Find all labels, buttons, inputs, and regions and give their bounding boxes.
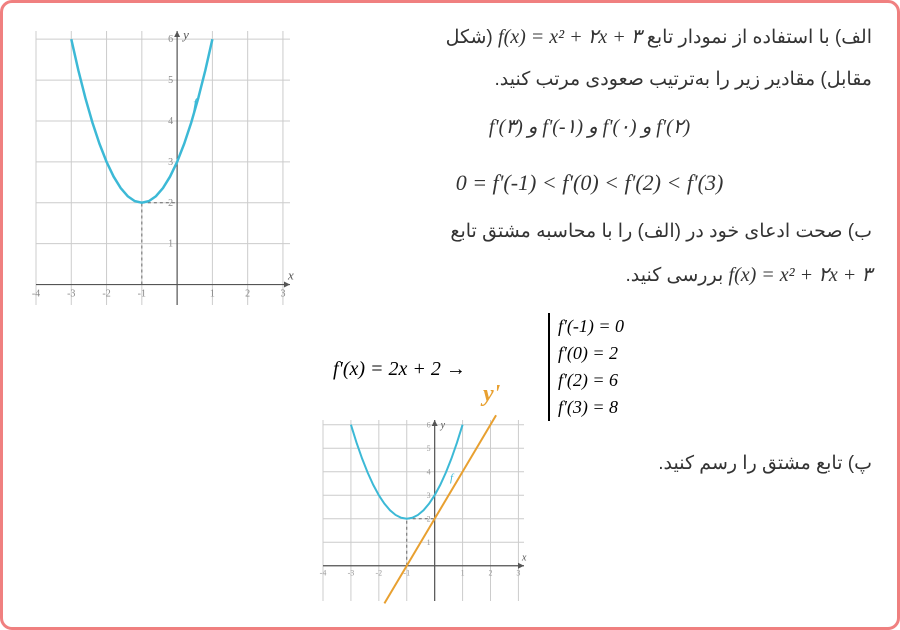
svg-text:1: 1: [168, 239, 173, 250]
svg-text:5: 5: [427, 444, 431, 453]
y-prime-label: y': [483, 381, 500, 408]
deriv-val-0: f'(-1) = 0: [558, 313, 624, 340]
svg-text:-3: -3: [348, 569, 355, 578]
part-a-line2: مقابل) مقادیر زیر را به‌ترتیب صعودی مرتب…: [307, 59, 872, 101]
deriv-formula: f'(x) = 2x + 2 →: [333, 358, 466, 381]
svg-text:2: 2: [489, 569, 493, 578]
part-a-line1: الف) با استفاده از نمودار تابع: [642, 27, 873, 48]
svg-text:4: 4: [168, 116, 173, 127]
part-a-line1-end: (شکل: [446, 27, 493, 48]
chart-small: -4-3-2-1123123456xyf: [311, 408, 536, 613]
points-list: f'(۳) و f'(-۱) و f'(۰) و f'(۲): [307, 105, 872, 149]
svg-text:6: 6: [427, 421, 431, 430]
svg-text:3: 3: [427, 491, 431, 500]
svg-text:y: y: [181, 27, 189, 42]
svg-text:f: f: [450, 472, 455, 484]
svg-text:1: 1: [210, 289, 215, 300]
part-b-text: ب) صحت ادعای خود در (الف) را با محاسبه م…: [307, 211, 872, 297]
deriv-val-2: f'(2) = 6: [558, 367, 624, 394]
svg-text:6: 6: [168, 34, 173, 45]
svg-text:3: 3: [168, 157, 173, 168]
svg-text:-4: -4: [32, 289, 40, 300]
part-a-text: الف) با استفاده از نمودار تابع f(x) = x²…: [307, 15, 872, 207]
svg-text:-3: -3: [67, 289, 75, 300]
part-b-line2-end: بررسی کنید.: [625, 265, 723, 286]
func-eq-b: f(x) = x² + ۲x + ۳: [729, 264, 872, 286]
deriv-val-1: f'(0) = 2: [558, 340, 624, 367]
func-eq-a: f(x) = x² + ۲x + ۳: [498, 26, 641, 48]
svg-text:5: 5: [168, 75, 173, 86]
deriv-values-box: f'(-1) = 0 f'(0) = 2 f'(2) = 6 f'(3) = 8: [548, 313, 624, 421]
svg-text:3: 3: [280, 289, 285, 300]
svg-text:1: 1: [461, 569, 465, 578]
svg-text:-2: -2: [375, 569, 382, 578]
chart-large: -4-3-2-1123123456xyf: [18, 13, 308, 323]
svg-text:2: 2: [245, 289, 250, 300]
deriv-val-3: f'(3) = 8: [558, 394, 624, 421]
part-b-line1: ب) صحت ادعای خود در (الف) را با محاسبه م…: [307, 211, 872, 253]
part-c-text: پ) تابع مشتق را رسم کنید.: [612, 443, 872, 485]
svg-text:x: x: [287, 268, 294, 283]
svg-text:-4: -4: [320, 569, 327, 578]
svg-text:4: 4: [427, 468, 431, 477]
inequality: 0 = f'(-1) < f'(0) < f'(2) < f'(3): [307, 159, 872, 207]
svg-text:1: 1: [427, 538, 431, 547]
svg-text:x: x: [521, 553, 527, 564]
svg-text:3: 3: [516, 569, 520, 578]
svg-text:-2: -2: [102, 289, 110, 300]
svg-text:-1: -1: [138, 289, 146, 300]
svg-text:2: 2: [427, 515, 431, 524]
svg-text:y: y: [440, 420, 446, 431]
